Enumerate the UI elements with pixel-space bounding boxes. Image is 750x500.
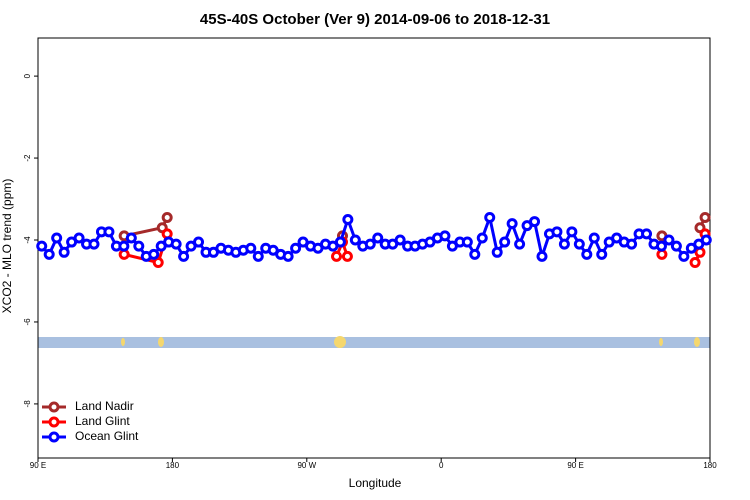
point xyxy=(125,232,137,244)
point xyxy=(103,226,115,238)
point xyxy=(334,236,346,248)
point xyxy=(663,234,675,246)
point xyxy=(689,257,701,269)
y-tick-label: -4 xyxy=(23,236,32,244)
point xyxy=(290,242,302,254)
point xyxy=(245,242,257,254)
point xyxy=(596,248,608,260)
point xyxy=(655,240,667,252)
legend-label: Ocean Glint xyxy=(75,429,139,443)
point xyxy=(252,250,264,262)
point xyxy=(51,232,63,244)
point xyxy=(491,246,503,258)
x-tick-label: 180 xyxy=(166,461,180,470)
point xyxy=(551,226,563,238)
x-tick-label: 90 W xyxy=(297,461,316,470)
x-axis-label: Longitude xyxy=(349,476,402,490)
point xyxy=(699,211,711,223)
point xyxy=(670,240,682,252)
y-tick-label: -8 xyxy=(23,400,32,408)
point xyxy=(148,248,160,260)
point xyxy=(331,250,343,262)
legend-label: Land Nadir xyxy=(75,399,134,413)
point xyxy=(514,238,526,250)
point xyxy=(529,216,541,228)
point xyxy=(161,211,173,223)
point xyxy=(484,211,496,223)
chart-title: 45S-40S October (Ver 9) 2014-09-06 to 20… xyxy=(200,11,550,28)
point xyxy=(558,238,570,250)
point xyxy=(43,248,55,260)
point xyxy=(133,240,145,252)
point xyxy=(152,257,164,269)
point xyxy=(36,240,48,252)
point xyxy=(678,250,690,262)
x-tick-label: 90 E xyxy=(30,461,46,470)
point xyxy=(170,238,182,250)
point xyxy=(118,240,130,252)
land-ocean-strip xyxy=(38,336,710,348)
point xyxy=(641,228,653,240)
x-tick-label: 0 xyxy=(439,461,444,470)
point xyxy=(439,230,451,242)
point xyxy=(178,250,190,262)
point xyxy=(88,238,100,250)
point xyxy=(536,250,548,262)
point xyxy=(700,234,712,246)
point xyxy=(573,238,585,250)
point xyxy=(341,250,353,262)
point xyxy=(73,232,85,244)
x-tick-label: 90 E xyxy=(567,461,583,470)
point xyxy=(461,236,473,248)
point xyxy=(364,238,376,250)
y-tick-label: 0 xyxy=(23,73,32,78)
point xyxy=(282,250,294,262)
x-tick-label: 180 xyxy=(703,461,717,470)
y-axis-label: XCO2 - MLO trend (ppm) xyxy=(0,179,14,314)
point xyxy=(193,236,205,248)
point xyxy=(588,232,600,244)
point xyxy=(506,218,518,230)
legend-label: Land Glint xyxy=(75,414,130,428)
legend-marker xyxy=(48,431,60,443)
legend-marker xyxy=(48,401,60,413)
point xyxy=(342,214,354,226)
point xyxy=(566,226,578,238)
y-tick-label: -6 xyxy=(23,318,32,326)
point xyxy=(581,248,593,260)
point xyxy=(58,246,70,258)
point xyxy=(372,232,384,244)
point xyxy=(394,234,406,246)
y-tick-label: -2 xyxy=(23,154,32,162)
point xyxy=(694,246,706,258)
point xyxy=(499,236,511,248)
point xyxy=(476,232,488,244)
point xyxy=(626,238,638,250)
point xyxy=(469,248,481,260)
legend-marker xyxy=(48,416,60,428)
point xyxy=(161,228,173,240)
point xyxy=(349,234,361,246)
